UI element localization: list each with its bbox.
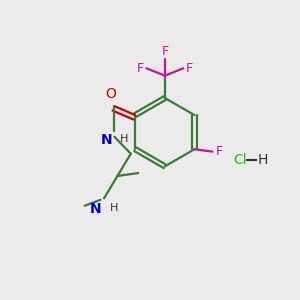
Text: F: F [161, 45, 168, 58]
Text: O: O [106, 87, 116, 101]
Text: H: H [258, 153, 268, 167]
Text: N: N [90, 202, 102, 216]
Text: H: H [110, 203, 118, 213]
Text: F: F [137, 62, 144, 75]
Text: H: H [120, 134, 128, 144]
Text: F: F [215, 145, 222, 158]
Text: Cl: Cl [233, 153, 247, 167]
Text: F: F [186, 62, 193, 75]
Text: N: N [100, 133, 112, 147]
